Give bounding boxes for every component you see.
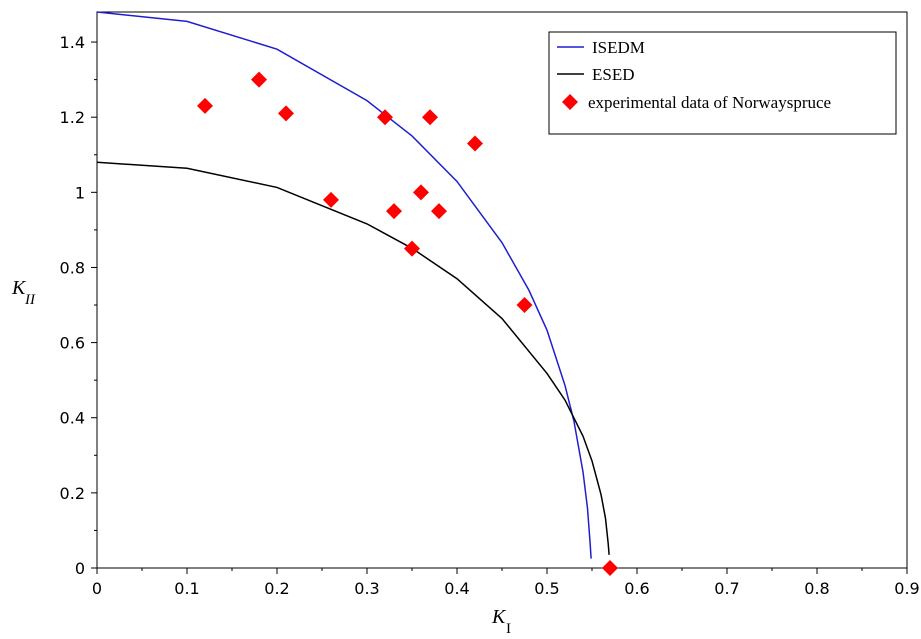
legend-swatch-experimental — [562, 94, 578, 110]
y-tick-label: 1 — [75, 183, 85, 202]
x-tick-label: 0.8 — [804, 579, 829, 598]
series-line-isedm — [96, 11, 592, 559]
legend-box — [548, 31, 897, 135]
data-point-diamond — [197, 97, 213, 114]
y-axis-label: K — [11, 277, 27, 299]
data-point-diamond — [413, 184, 429, 201]
y-tick-label: 0.2 — [60, 484, 85, 503]
legend-label-isedm: ISEDM — [592, 38, 645, 57]
x-tick-label: 0.6 — [624, 579, 649, 598]
y-tick-label: 0.4 — [60, 409, 85, 428]
y-tick-label: 1.2 — [60, 108, 85, 127]
y-axis-label-subscript: II — [24, 292, 36, 308]
data-point-diamond — [431, 203, 447, 220]
x-tick-label: 0.2 — [264, 579, 289, 598]
data-point-diamond — [602, 560, 618, 576]
legend-label-esed: ESED — [592, 65, 635, 84]
data-point-diamond — [404, 240, 420, 257]
x-tick-label: 0.4 — [444, 579, 469, 598]
x-axis-label-subscript: I — [506, 621, 511, 637]
y-tick-label: 0 — [75, 559, 85, 578]
x-tick-label: 0.1 — [174, 579, 199, 598]
series-line-esed — [96, 161, 610, 555]
y-axis: 0 0.2 0.4 0.6 0.8 1 1.2 1.4 — [60, 33, 97, 578]
data-point-diamond — [251, 71, 267, 88]
legend: ISEDM ESED experimental data of Norwaysp… — [548, 31, 897, 135]
data-point-diamond — [422, 109, 438, 126]
data-point-diamond — [467, 135, 483, 152]
data-point-diamond — [386, 203, 402, 220]
y-tick-label: 0.8 — [60, 258, 85, 277]
data-point-diamond — [377, 109, 393, 126]
x-tick-label: 0.7 — [714, 579, 739, 598]
x-tick-label: 0.5 — [534, 579, 559, 598]
x-tick-label: 0 — [92, 579, 102, 598]
x-tick-label: 0.3 — [354, 579, 379, 598]
data-point-diamond — [278, 105, 294, 122]
legend-label-experimental: experimental data of Norwayspruce — [588, 93, 831, 112]
data-point-diamond — [516, 297, 533, 314]
x-axis: 0 0.1 0.2 0.3 0.4 0.5 0.6 0.7 0.8 0.9 — [92, 568, 920, 598]
x-tick-label: 0.9 — [894, 579, 919, 598]
x-axis-label: K — [491, 606, 507, 628]
y-tick-label: 1.4 — [60, 33, 85, 52]
series-layer — [96, 11, 618, 576]
data-point-diamond — [323, 191, 339, 208]
y-tick-label: 0.6 — [60, 334, 85, 353]
